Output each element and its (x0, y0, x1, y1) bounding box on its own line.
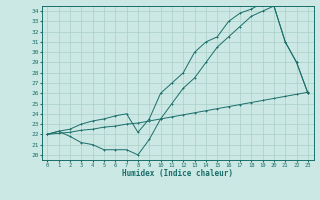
X-axis label: Humidex (Indice chaleur): Humidex (Indice chaleur) (122, 169, 233, 178)
